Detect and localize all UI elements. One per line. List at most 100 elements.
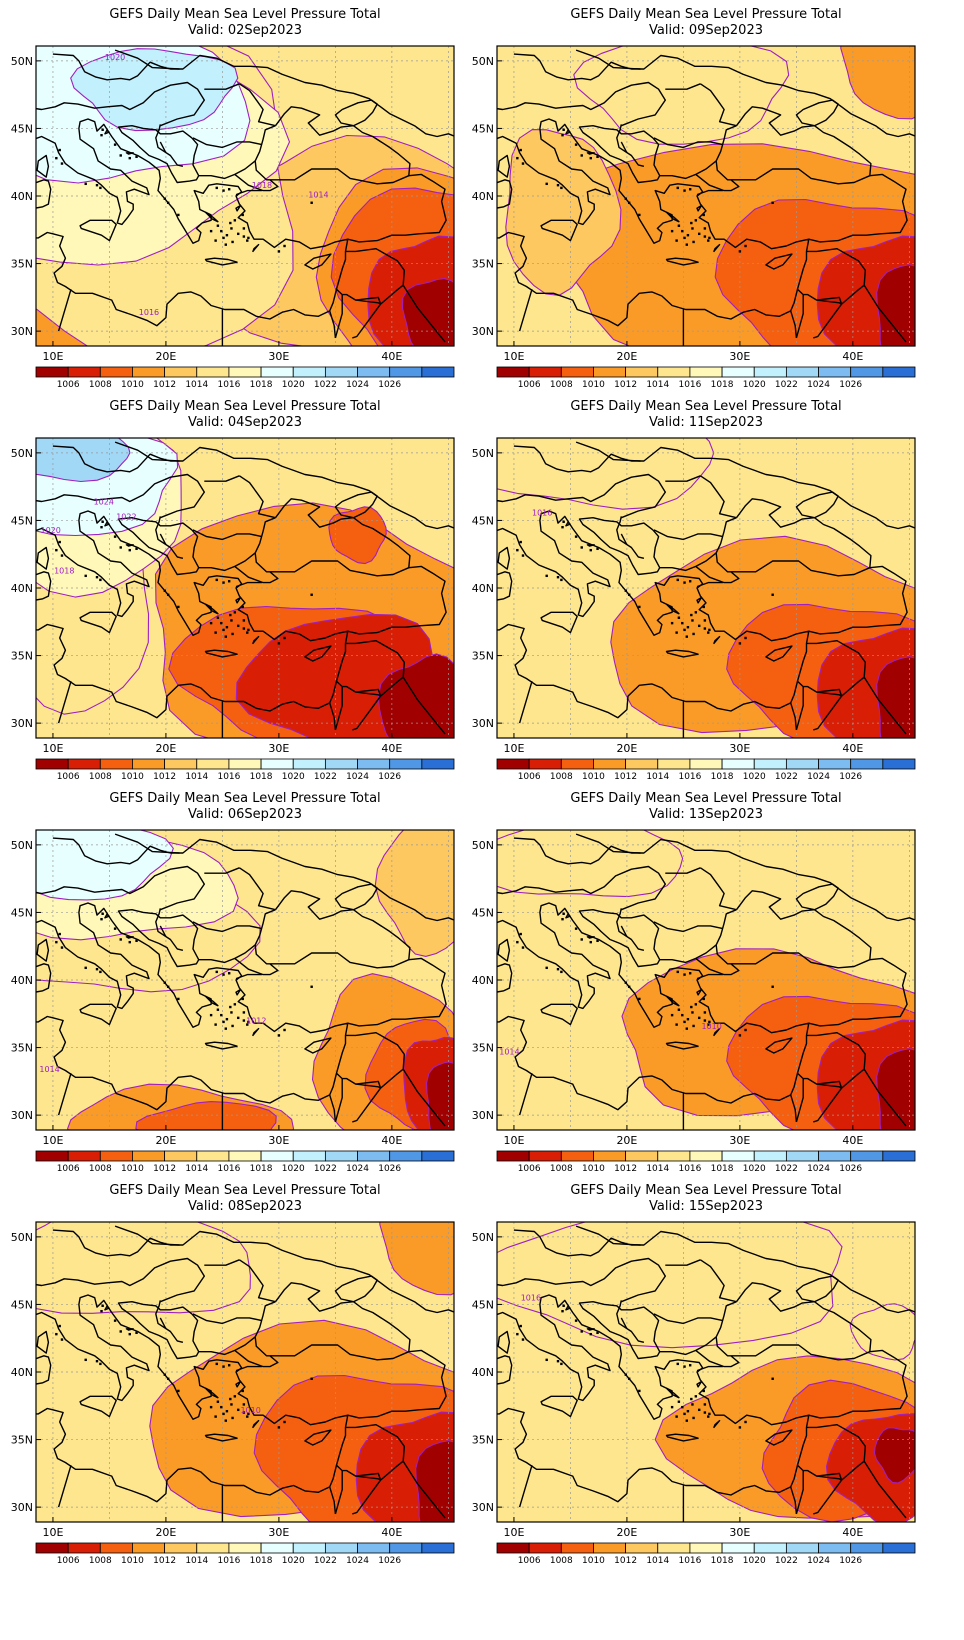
coastline bbox=[665, 475, 701, 482]
colorbar-label: 1018 bbox=[711, 1556, 734, 1566]
lat-tick-label: 30N bbox=[472, 717, 494, 730]
islet bbox=[215, 578, 218, 582]
lon-tick-label: 20E bbox=[616, 1526, 637, 1539]
colorbar-swatch bbox=[164, 758, 198, 770]
colorbar-swatch bbox=[818, 1150, 852, 1162]
gridlines bbox=[36, 438, 454, 738]
coastline bbox=[336, 248, 405, 305]
colorbar-label: 1022 bbox=[314, 772, 337, 782]
coastline bbox=[192, 137, 263, 149]
colorbar-swatch bbox=[324, 366, 358, 378]
colorbar-swatch bbox=[560, 366, 594, 378]
lat-tick-label: 30N bbox=[11, 717, 33, 730]
islet bbox=[231, 240, 234, 244]
coastline bbox=[700, 1259, 737, 1303]
islet bbox=[60, 1338, 64, 1341]
coastline bbox=[198, 552, 256, 572]
islet bbox=[690, 1005, 693, 1009]
colorbar-swatch bbox=[850, 758, 884, 770]
colorbar-label: 1024 bbox=[807, 1164, 830, 1174]
coastline bbox=[329, 1094, 337, 1122]
lon-tick-label: 40E bbox=[381, 350, 402, 363]
islet bbox=[247, 1412, 250, 1416]
islet bbox=[220, 1013, 223, 1017]
colorbar-label: 1020 bbox=[282, 380, 305, 390]
colorbar-swatch bbox=[196, 366, 230, 378]
colorbar-label: 1008 bbox=[89, 380, 112, 390]
coastline bbox=[808, 565, 908, 635]
coastline bbox=[334, 294, 343, 339]
island-outline bbox=[713, 1419, 721, 1429]
islet bbox=[214, 1023, 217, 1026]
islet bbox=[215, 1362, 218, 1366]
colorbar-swatch bbox=[721, 1150, 755, 1162]
islet bbox=[233, 1395, 237, 1398]
coastline bbox=[355, 1083, 381, 1089]
island-outline bbox=[204, 1387, 219, 1399]
colorbar-label: 1018 bbox=[711, 380, 734, 390]
coastline bbox=[575, 49, 641, 70]
map-panel: GEFS Daily Mean Sea Level Pressure Total… bbox=[11, 791, 455, 1174]
colorbar-swatch bbox=[850, 1150, 884, 1162]
coastline bbox=[665, 867, 701, 874]
islet bbox=[229, 1005, 232, 1009]
lat-tick-label: 30N bbox=[472, 1109, 494, 1122]
coastline bbox=[616, 1300, 645, 1343]
colorbar-swatch bbox=[625, 1150, 659, 1162]
islet bbox=[283, 244, 286, 248]
colorbar-swatch bbox=[593, 758, 627, 770]
coastline bbox=[334, 1275, 378, 1303]
island-outline bbox=[235, 988, 242, 996]
coastline bbox=[620, 925, 628, 938]
colorbar-swatch bbox=[324, 1542, 358, 1554]
colorbar-swatch bbox=[528, 366, 562, 378]
islet bbox=[135, 547, 138, 551]
islet bbox=[230, 1011, 233, 1014]
island-outline bbox=[765, 253, 793, 270]
colorbar-swatch bbox=[132, 366, 166, 378]
coastline bbox=[863, 1460, 907, 1519]
lat-tick-label: 50N bbox=[472, 55, 494, 68]
islet bbox=[222, 1412, 225, 1416]
colorbar-swatch bbox=[593, 1150, 627, 1162]
gridlines bbox=[497, 46, 915, 346]
islet bbox=[580, 154, 583, 157]
colorbar-label: 1008 bbox=[89, 1556, 112, 1566]
coastline bbox=[155, 124, 184, 167]
islet bbox=[163, 197, 166, 200]
islet bbox=[708, 1020, 711, 1024]
colorbar-label: 1016 bbox=[678, 1556, 701, 1566]
colorbar-swatch bbox=[689, 758, 723, 770]
coastline bbox=[36, 81, 205, 127]
map-panel: GEFS Daily Mean Sea Level Pressure Total… bbox=[11, 1183, 455, 1566]
islet bbox=[708, 236, 711, 240]
coastline bbox=[497, 1257, 666, 1303]
colorbar-swatch bbox=[721, 366, 755, 378]
coastline bbox=[402, 1068, 446, 1127]
islet bbox=[624, 981, 627, 984]
pressure-contour bbox=[497, 438, 715, 510]
coastline bbox=[795, 883, 839, 911]
islet bbox=[703, 227, 707, 230]
islet bbox=[521, 554, 525, 557]
islet bbox=[135, 1331, 138, 1335]
lat-tick-label: 50N bbox=[472, 839, 494, 852]
coastline bbox=[198, 944, 256, 964]
islet bbox=[277, 1426, 281, 1429]
coastline bbox=[715, 890, 872, 969]
islet bbox=[703, 1019, 707, 1022]
coastline bbox=[497, 81, 666, 127]
islet bbox=[55, 940, 58, 944]
lat-tick-label: 45N bbox=[472, 122, 494, 135]
islet bbox=[691, 227, 694, 230]
pressure-field: 1016 bbox=[497, 1222, 915, 1522]
colorbar-swatch bbox=[35, 1542, 69, 1554]
colorbar-label: 1014 bbox=[185, 380, 208, 390]
coastline bbox=[497, 473, 666, 519]
island-outline bbox=[104, 1305, 109, 1311]
islet bbox=[283, 1420, 286, 1424]
islet bbox=[624, 589, 627, 592]
island-outline bbox=[540, 1003, 578, 1026]
pressure-contour bbox=[374, 830, 454, 957]
colorbar-swatch bbox=[292, 1150, 326, 1162]
